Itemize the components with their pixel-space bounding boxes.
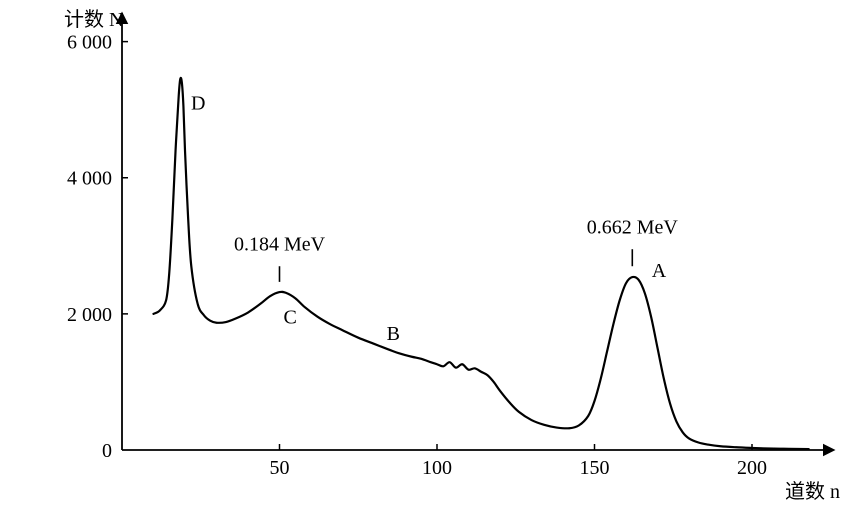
x-tick-label: 150 xyxy=(580,457,610,479)
spectrum-chart: 50 100 150 200 0 2 000 4 000 6 000计数 N 道数 n D C B A 0… xyxy=(0,0,849,506)
x-axis-label: 道数 n xyxy=(785,480,840,503)
y-tick-label: 2 000 xyxy=(67,304,112,326)
y-tick-label: 0 xyxy=(102,440,112,462)
chart-container: 50 100 150 200 0 2 000 4 000 6 000计数 N 道数 n D C B A 0… xyxy=(0,0,849,506)
chart-background xyxy=(0,0,849,506)
peak-label-a: A xyxy=(652,260,667,282)
x-tick-label: 100 xyxy=(422,457,452,479)
energy-label-0: 0.184 MeV xyxy=(234,234,326,256)
y-tick-label: 4 000 xyxy=(67,168,112,190)
y-tick-label: 6 000 xyxy=(67,32,112,54)
peak-label-d: D xyxy=(191,93,205,115)
energy-label-1: 0.662 MeV xyxy=(587,217,679,239)
x-tick-label: 200 xyxy=(737,457,767,479)
y-axis-label: 计数 N xyxy=(64,8,123,31)
peak-label-c: C xyxy=(284,307,297,329)
x-tick-label: 50 xyxy=(270,457,290,479)
peak-label-b: B xyxy=(387,323,400,345)
